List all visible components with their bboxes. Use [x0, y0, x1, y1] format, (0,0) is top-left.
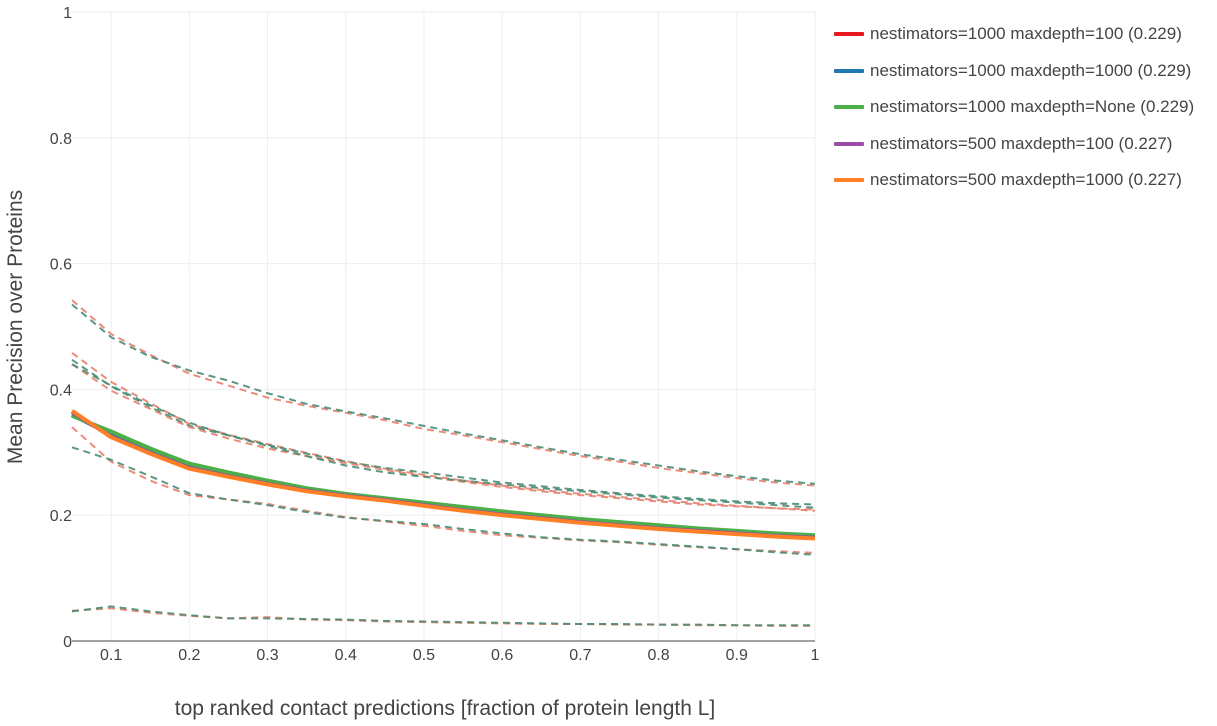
legend-swatch: [834, 68, 864, 73]
legend-swatch: [834, 141, 864, 146]
x-tick-label: 1: [811, 647, 820, 664]
legend: nestimators=1000 maxdepth=100 (0.229) nes…: [834, 16, 1194, 199]
series-lines: [70, 409, 816, 541]
x-tick-label: 0.3: [256, 647, 278, 664]
x-tick-label: 0.8: [647, 647, 669, 664]
series-line-4[interactable]: [70, 409, 816, 541]
x-tick-label: 0.7: [569, 647, 591, 664]
y-tick-label: 0.6: [50, 257, 72, 274]
precision-band-line: [71, 358, 816, 506]
series-line-2[interactable]: [71, 413, 816, 538]
x-tick-label: 0.6: [491, 647, 513, 664]
precision-band-line: [71, 605, 815, 627]
precision-band-line: [71, 303, 816, 485]
legend-swatch: [834, 105, 864, 110]
legend-label: nestimators=500 maxdepth=100 (0.227): [870, 133, 1173, 153]
x-axis-title: top ranked contact predictions [fraction…: [175, 697, 716, 720]
x-tick-label: 0.5: [413, 647, 435, 664]
legend-swatch: [834, 178, 864, 183]
precision-band-line: [71, 446, 816, 556]
legend-label: nestimators=1000 maxdepth=None (0.229): [870, 97, 1195, 117]
legend-item[interactable]: nestimators=1000 maxdepth=1000 (0.229): [834, 53, 1194, 90]
x-tick-label: 0.1: [100, 647, 122, 664]
y-tick-label: 0.2: [50, 508, 72, 525]
y-tick-label: 1: [63, 5, 72, 22]
y-tick-label: 0.4: [50, 382, 72, 399]
series-line-3[interactable]: [70, 410, 816, 540]
legend-item[interactable]: nestimators=1000 maxdepth=None (0.229): [834, 89, 1194, 126]
legend-item[interactable]: nestimators=500 maxdepth=100 (0.227): [834, 126, 1194, 163]
dashed-bands: [71, 299, 816, 627]
y-tick-labels: 0 0.2 0.4 0.6 0.8 1: [50, 5, 72, 651]
legend-item[interactable]: nestimators=1000 maxdepth=100 (0.229): [834, 16, 1194, 53]
legend-label: nestimators=1000 maxdepth=1000 (0.229): [870, 60, 1192, 80]
precision-band-line: [71, 299, 816, 487]
x-tick-label: 0.4: [335, 647, 357, 664]
precision-band-line: [71, 363, 816, 509]
precision-band-line: [71, 426, 816, 554]
precision-band-line: [71, 363, 816, 511]
y-tick-label: 0: [63, 634, 72, 651]
x-tick-label: 0.9: [726, 647, 748, 664]
y-axis-title: Mean Precision over Proteins: [4, 190, 27, 464]
x-tick-labels: 0.1 0.2 0.3 0.4 0.5 0.6 0.7 0.8 0.9 1: [100, 647, 820, 664]
y-tick-label: 0.8: [50, 131, 72, 148]
legend-label: nestimators=500 maxdepth=1000 (0.227): [870, 170, 1182, 190]
x-tick-label: 0.2: [178, 647, 200, 664]
precision-band-line: [71, 607, 815, 627]
legend-item[interactable]: nestimators=500 maxdepth=1000 (0.227): [834, 162, 1194, 199]
legend-swatch: [834, 32, 864, 37]
grid-lines: [72, 11, 816, 641]
legend-label: nestimators=1000 maxdepth=100 (0.229): [870, 24, 1182, 44]
